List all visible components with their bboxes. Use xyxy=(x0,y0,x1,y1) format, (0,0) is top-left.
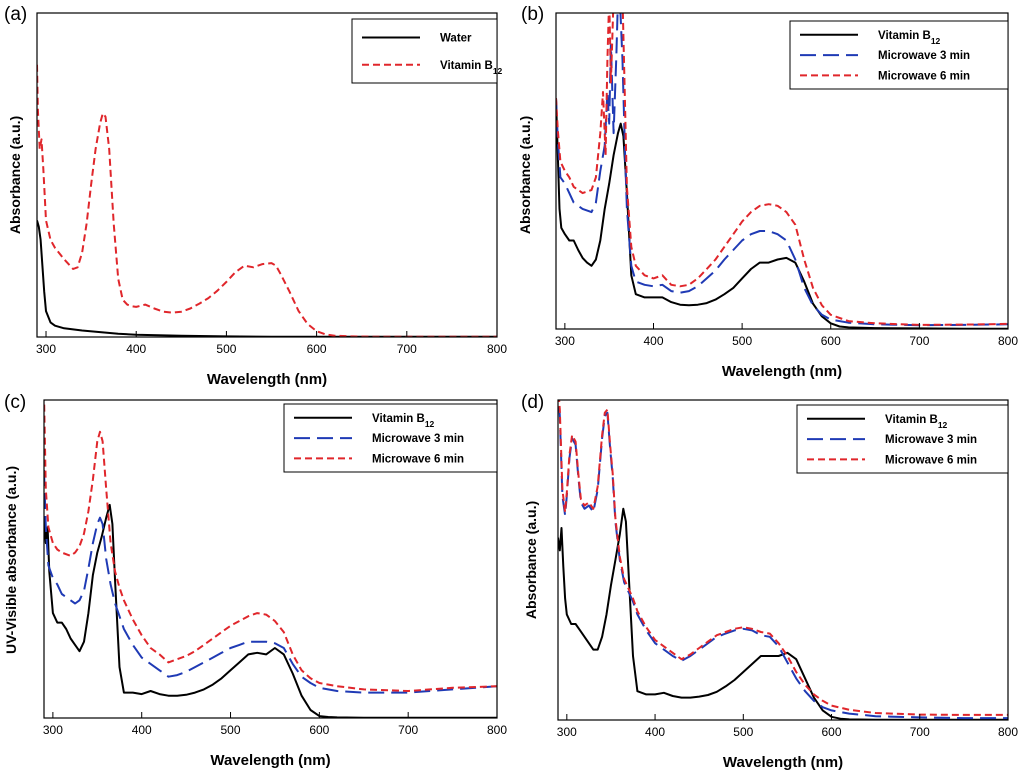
x-tick-label: 800 xyxy=(998,334,1018,348)
series-line-1 xyxy=(558,400,1008,720)
legend: Vitamin B12 Microwave 3 min Microwave 6 mi… xyxy=(789,20,1009,90)
legend-entry-1: Vitamin B12 xyxy=(440,60,503,76)
panel-c: (c) 300 400 500 600 700 800 Wavelength (nm) UV-V… xyxy=(3,392,507,769)
x-tick-label: 400 xyxy=(645,725,665,739)
legend-subscript: 12 xyxy=(425,419,435,429)
x-tick-label: 300 xyxy=(557,725,577,739)
x-tick-label: 400 xyxy=(126,342,146,356)
x-tick-label: 300 xyxy=(555,334,575,348)
legend-subscript: 12 xyxy=(938,420,948,430)
x-tick-label: 600 xyxy=(307,342,327,356)
panel-d: (d) 300 400 500 600 700 800 Wavelength (nm) Abso… xyxy=(521,392,1018,771)
series-line-0 xyxy=(37,220,497,337)
legend-entry-1: Microwave 3 min xyxy=(372,433,464,445)
legend-subscript: 12 xyxy=(931,36,941,46)
x-tick-label: 500 xyxy=(216,342,236,356)
x-tick-label: 600 xyxy=(821,334,841,348)
legend-subscript: 12 xyxy=(493,66,503,76)
x-axis-label: Wavelength (nm) xyxy=(210,752,330,769)
y-axis-label: UV-Visible absorbance (a.u.) xyxy=(3,466,19,654)
series-group xyxy=(556,13,1008,329)
x-tick-label: 300 xyxy=(43,723,63,737)
x-tick-label: 700 xyxy=(398,723,418,737)
series-line-2 xyxy=(558,400,1008,716)
x-tick-label: 800 xyxy=(998,725,1018,739)
panel-label: (a) xyxy=(4,4,27,25)
series-line-0 xyxy=(556,98,1008,329)
series-line-0 xyxy=(558,507,1008,720)
series-line-1 xyxy=(556,13,1008,327)
y-axis-label: Absorbance (a.u.) xyxy=(517,116,533,234)
series-line-0 xyxy=(44,503,497,718)
x-axis-label: Wavelength (nm) xyxy=(207,371,327,388)
panel-a: (a) 300 400 500 600 700 800 Wavelength (nm) Abso… xyxy=(4,4,507,388)
x-axis-label: Wavelength (nm) xyxy=(723,754,843,771)
plot-frame xyxy=(557,399,1009,721)
x-tick-label: 300 xyxy=(36,342,56,356)
series-group xyxy=(44,400,497,718)
legend-entry-1: Microwave 3 min xyxy=(878,50,970,62)
plot-frame xyxy=(36,12,498,338)
x-tick-label: 800 xyxy=(487,723,507,737)
legend: Water Vitamin B12 xyxy=(351,18,503,84)
legend-entry-0: Vitamin B12 xyxy=(885,414,948,430)
x-tick-label: 700 xyxy=(909,334,929,348)
panel-label: (b) xyxy=(521,4,544,25)
x-tick-label: 600 xyxy=(309,723,329,737)
x-tick-label: 800 xyxy=(487,342,507,356)
series-line-2 xyxy=(556,13,1008,326)
legend-box xyxy=(351,18,498,84)
plot-frame xyxy=(555,12,1009,330)
legend: Vitamin B12 Microwave 3 min Microwave 6 mi… xyxy=(283,403,498,473)
series-line-1 xyxy=(44,469,497,694)
x-tick-label: 700 xyxy=(397,342,417,356)
series-group xyxy=(558,400,1008,720)
legend-entry-0: Vitamin B12 xyxy=(372,413,435,429)
panel-label: (d) xyxy=(521,392,544,413)
y-axis-label: Absorbance (a.u.) xyxy=(7,116,23,234)
legend: Vitamin B12 Microwave 3 min Microwave 6 mi… xyxy=(796,404,1009,474)
legend-entry-1: Microwave 3 min xyxy=(885,434,977,446)
x-tick-label: 500 xyxy=(733,725,753,739)
x-tick-label: 500 xyxy=(732,334,752,348)
panel-label: (c) xyxy=(4,392,26,413)
x-axis-label: Wavelength (nm) xyxy=(722,363,842,380)
series-group xyxy=(37,64,497,337)
series-line-2 xyxy=(44,400,497,692)
legend-entry-2: Microwave 6 min xyxy=(372,453,464,465)
legend-entry-2: Microwave 6 min xyxy=(878,70,970,82)
legend-entry-0: Water xyxy=(440,33,472,45)
x-tick-label: 500 xyxy=(221,723,241,737)
x-tick-label: 600 xyxy=(822,725,842,739)
legend-entry-0: Vitamin B12 xyxy=(878,30,941,46)
series-line-1 xyxy=(37,64,497,337)
x-tick-label: 400 xyxy=(643,334,663,348)
x-tick-label: 700 xyxy=(910,725,930,739)
legend-entry-2: Microwave 6 min xyxy=(885,454,977,466)
y-axis-label: Absorbance (a.u.) xyxy=(523,501,539,619)
panel-b: (b) 300 400 500 600 700 800 Wavelength (nm) Abso… xyxy=(517,4,1018,380)
x-tick-label: 400 xyxy=(132,723,152,737)
plot-frame xyxy=(43,399,498,719)
